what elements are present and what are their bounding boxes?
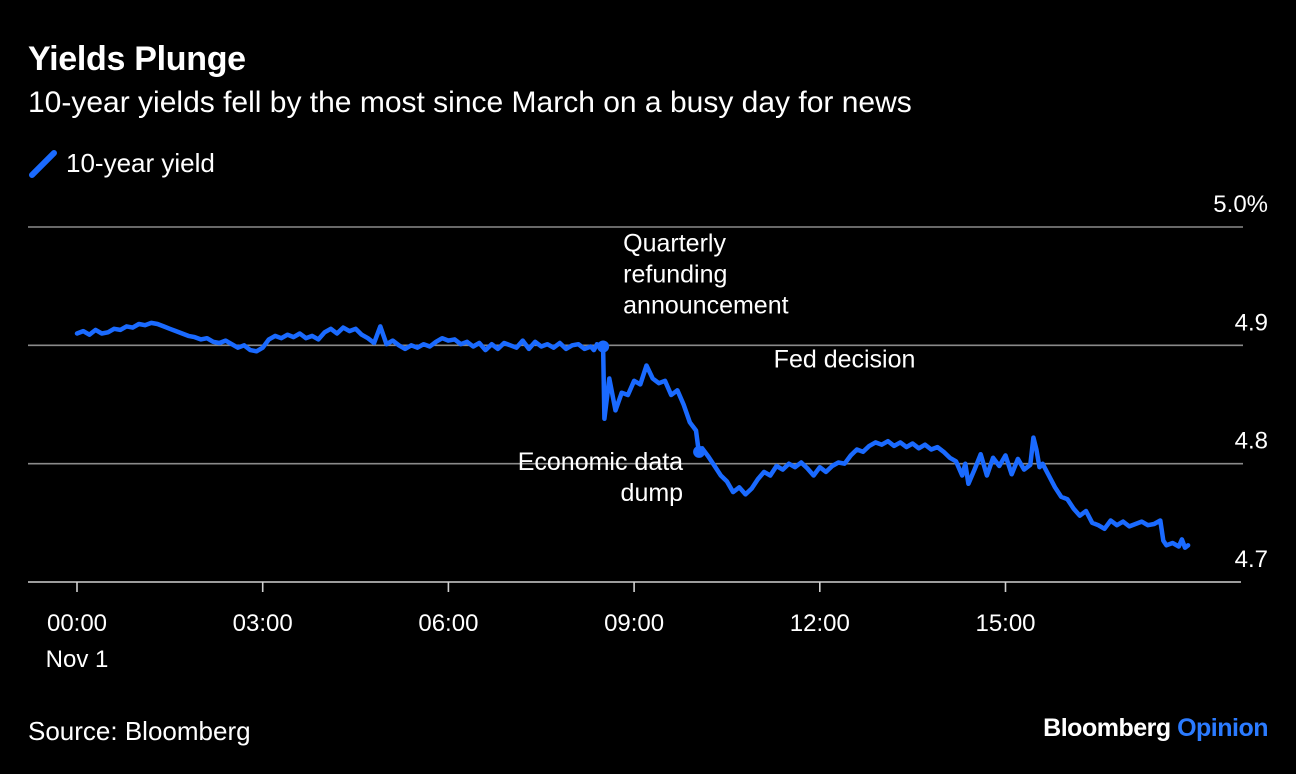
x-tick-label: 12:00 bbox=[790, 610, 850, 637]
legend-line-icon bbox=[29, 149, 57, 178]
annotations-layer: Quarterly refunding announcement Economic d… bbox=[518, 230, 916, 507]
annotation-label: Economic data bbox=[518, 448, 683, 476]
brand-name: Bloomberg bbox=[1043, 714, 1171, 742]
legend-label: 10-year yield bbox=[66, 148, 215, 178]
series-layer bbox=[74, 320, 1191, 550]
annotation-label: Quarterly bbox=[623, 230, 726, 258]
annotation-label: announcement bbox=[623, 292, 788, 320]
brand-logo: Bloomberg Opinion bbox=[1043, 714, 1268, 743]
x-tick-label: 06:00 bbox=[418, 610, 478, 637]
y-tick-label: 5.0% bbox=[1213, 191, 1268, 218]
annotation-label: dump bbox=[621, 479, 684, 507]
y-tick-label: 4.8 bbox=[1235, 428, 1268, 455]
x-tick-label: 15:00 bbox=[975, 610, 1035, 637]
annotation-marker bbox=[597, 340, 610, 353]
annotation-label: Fed decision bbox=[774, 345, 916, 373]
x-axis-labels: 00:00 Nov 1 03:00 06:00 09:00 12:00 15:00 bbox=[46, 582, 1036, 673]
source-note: Source: Bloomberg bbox=[28, 716, 251, 746]
y-axis-labels: 5.0% 4.9 4.8 4.7 bbox=[1213, 191, 1268, 573]
y-tick-label: 4.9 bbox=[1235, 309, 1268, 336]
annotation-label: refunding bbox=[623, 261, 727, 289]
annotation-marker bbox=[693, 445, 706, 458]
series-line-10-year-yield bbox=[74, 320, 1191, 550]
chart-title: Yields Plunge bbox=[28, 40, 246, 78]
y-tick-label: 4.7 bbox=[1235, 546, 1268, 573]
brand-accent: Opinion bbox=[1177, 714, 1268, 742]
legend: 10-year yield bbox=[28, 148, 215, 179]
x-tick-label: 09:00 bbox=[604, 610, 664, 637]
x-tick-label: 00:00 bbox=[47, 610, 107, 637]
chart-subtitle: 10-year yields fell by the most since Ma… bbox=[28, 86, 912, 119]
x-tick-sublabel: Nov 1 bbox=[46, 646, 109, 673]
x-tick-label: 03:00 bbox=[233, 610, 293, 637]
